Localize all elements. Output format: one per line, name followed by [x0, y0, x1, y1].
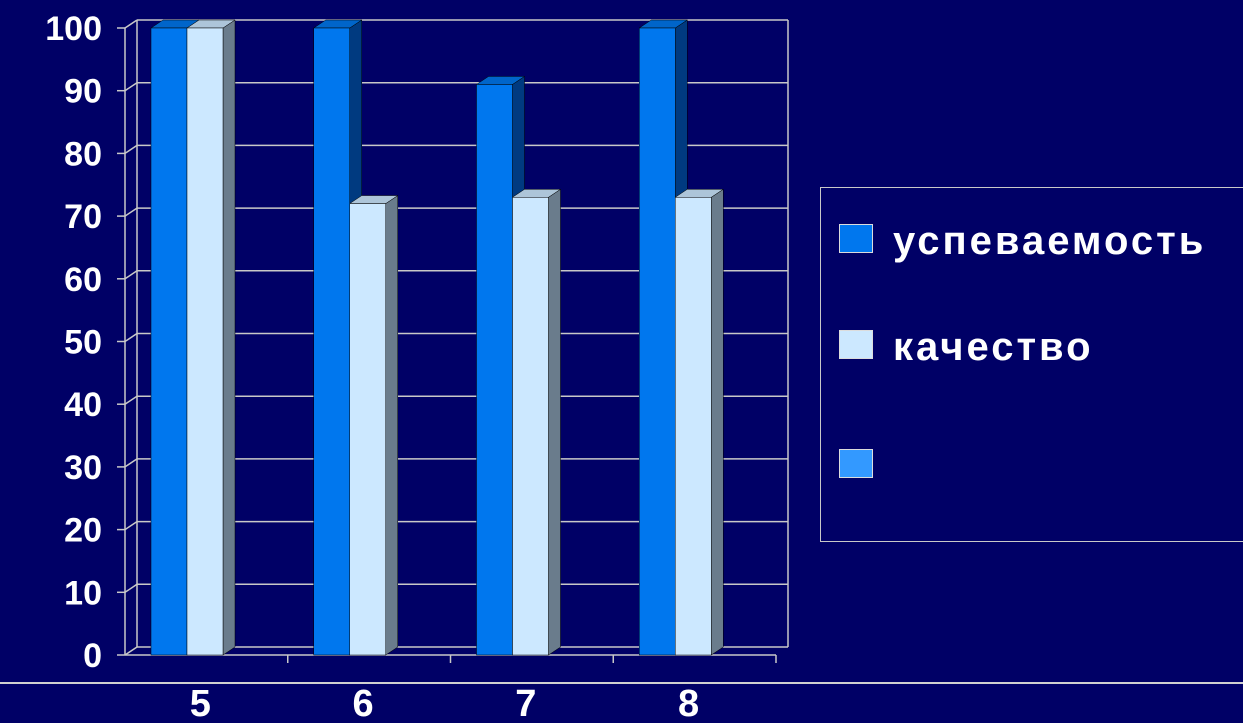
gridline-side [124, 82, 138, 92]
y-tick-label: 10 [64, 574, 102, 612]
bar-качество-6 [349, 203, 386, 656]
x-tick-label: 8 [678, 683, 699, 723]
x-tick-label: 5 [190, 683, 211, 723]
x-tick-label: 6 [353, 683, 374, 723]
legend-item-empty [839, 443, 1233, 478]
bar-качество-5 [186, 27, 224, 656]
gridline-side [124, 270, 138, 280]
y-tick-label: 100 [45, 10, 102, 48]
bar-side [711, 188, 724, 656]
bar-успеваемость-6 [313, 27, 350, 656]
bar-side [222, 19, 236, 656]
y-tick-label: 40 [64, 386, 102, 424]
y-tick-label: 80 [64, 135, 102, 173]
y-tick-label: 30 [64, 449, 102, 487]
gridline-side [124, 144, 138, 155]
legend-label-uspevaemost: успеваемость [893, 219, 1207, 263]
gridline-side [124, 207, 138, 217]
chart-legend: успеваемость качество [820, 187, 1243, 542]
y-tick-label: 20 [64, 512, 102, 550]
legend-swatch-uspevaemost [839, 224, 873, 253]
legend-label-kachestvo: качество [893, 325, 1094, 369]
bar-side [548, 188, 561, 656]
legend-item-uspevaemost: успеваемость [839, 218, 1233, 264]
gridline-side [124, 332, 138, 343]
y-tick-label: 60 [64, 261, 102, 299]
gridline-side [124, 395, 138, 405]
legend-swatch-empty [839, 449, 873, 478]
bar-качество-7 [512, 197, 549, 656]
gridline-side [124, 583, 138, 593]
bar-успеваемость-7 [476, 84, 513, 656]
bar-успеваемость-8 [639, 27, 676, 656]
gridline-side [124, 646, 138, 656]
gridline-side [124, 19, 138, 29]
y-tick-label: 0 [83, 637, 102, 675]
bar-side [385, 195, 398, 656]
y-tick-label: 90 [64, 73, 102, 111]
x-tick-label: 7 [515, 683, 536, 723]
bar-успеваемость-5 [150, 27, 188, 656]
gridline-side [124, 458, 138, 468]
legend-swatch-kachestvo [839, 330, 873, 359]
y-tick-label: 70 [64, 198, 102, 236]
bar-качество-8 [675, 197, 712, 656]
gridline-side [124, 520, 138, 531]
legend-item-kachestvo: качество [839, 324, 1233, 370]
y-tick-label: 50 [64, 324, 102, 362]
